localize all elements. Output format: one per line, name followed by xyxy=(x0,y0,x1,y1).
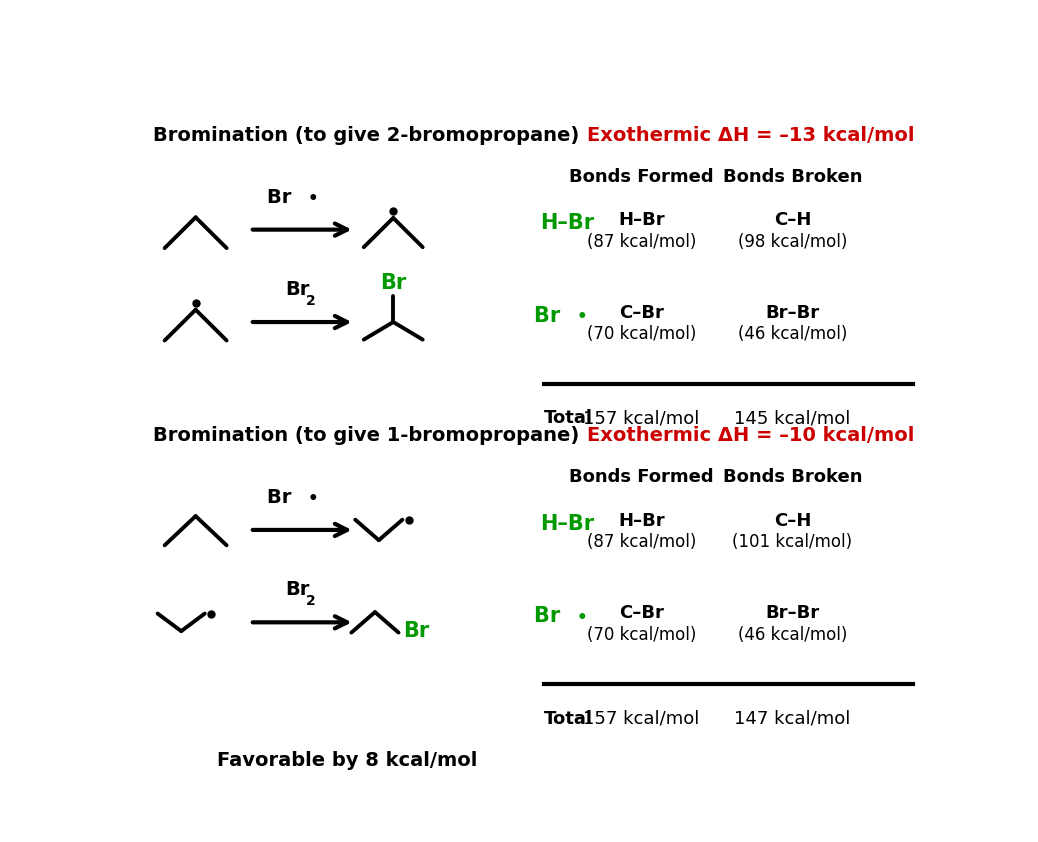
Text: Exothermic ΔH = –13 kcal/mol: Exothermic ΔH = –13 kcal/mol xyxy=(588,125,914,145)
Text: •: • xyxy=(308,190,319,208)
Text: H–Br: H–Br xyxy=(541,214,595,233)
Text: C–H: C–H xyxy=(773,512,811,530)
Text: Br: Br xyxy=(535,606,568,626)
Text: (70 kcal/mol): (70 kcal/mol) xyxy=(586,325,695,344)
Text: Bonds Broken: Bonds Broken xyxy=(722,468,863,487)
Text: Br: Br xyxy=(380,273,406,293)
Text: Favorable by 8 kcal/mol: Favorable by 8 kcal/mol xyxy=(217,751,476,770)
Text: Bonds Broken: Bonds Broken xyxy=(722,168,863,186)
Text: Br: Br xyxy=(285,280,310,299)
Text: H–Br: H–Br xyxy=(541,514,595,534)
Text: Br: Br xyxy=(285,580,310,600)
Text: •: • xyxy=(308,490,319,509)
Text: Bonds Formed: Bonds Formed xyxy=(569,168,713,186)
Text: Exothermic ΔH = –10 kcal/mol: Exothermic ΔH = –10 kcal/mol xyxy=(588,426,914,445)
Text: •: • xyxy=(577,308,588,327)
Text: C–H: C–H xyxy=(773,211,811,229)
Text: 145 kcal/mol: 145 kcal/mol xyxy=(734,409,850,427)
Text: 157 kcal/mol: 157 kcal/mol xyxy=(583,409,700,427)
Text: Total: Total xyxy=(544,409,594,427)
Text: (98 kcal/mol): (98 kcal/mol) xyxy=(738,233,847,251)
Text: Br: Br xyxy=(267,488,298,507)
Text: C–Br: C–Br xyxy=(619,304,663,322)
Text: 2: 2 xyxy=(306,294,316,308)
Text: Br: Br xyxy=(535,306,568,326)
Text: H–Br: H–Br xyxy=(618,211,664,229)
Text: Bromination (to give 2-bromopropane): Bromination (to give 2-bromopropane) xyxy=(153,125,579,145)
Text: Bonds Formed: Bonds Formed xyxy=(569,468,713,487)
Text: •: • xyxy=(577,609,588,626)
Text: (70 kcal/mol): (70 kcal/mol) xyxy=(586,626,695,643)
Text: (87 kcal/mol): (87 kcal/mol) xyxy=(586,533,695,552)
Text: (101 kcal/mol): (101 kcal/mol) xyxy=(733,533,852,552)
Text: (46 kcal/mol): (46 kcal/mol) xyxy=(738,325,847,344)
Text: 157 kcal/mol: 157 kcal/mol xyxy=(583,710,700,727)
Text: 2: 2 xyxy=(306,594,316,609)
Text: Total: Total xyxy=(544,710,594,727)
Text: Bromination (to give 1-bromopropane): Bromination (to give 1-bromopropane) xyxy=(153,426,579,445)
Text: (87 kcal/mol): (87 kcal/mol) xyxy=(586,233,695,251)
Text: Br: Br xyxy=(403,621,430,641)
Text: Br–Br: Br–Br xyxy=(765,604,819,622)
Text: Br–Br: Br–Br xyxy=(765,304,819,322)
Text: H–Br: H–Br xyxy=(618,512,664,530)
Text: C–Br: C–Br xyxy=(619,604,663,622)
Text: 147 kcal/mol: 147 kcal/mol xyxy=(734,710,850,727)
Text: Br: Br xyxy=(267,188,298,206)
Text: (46 kcal/mol): (46 kcal/mol) xyxy=(738,626,847,643)
